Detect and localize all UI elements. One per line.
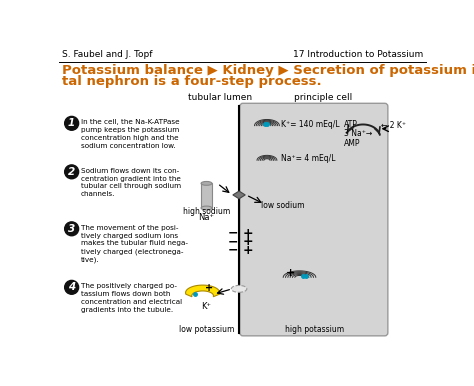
Text: high potassium: high potassium: [285, 325, 345, 334]
Circle shape: [64, 117, 79, 130]
Text: low sodium: low sodium: [261, 201, 304, 210]
Text: principle cell: principle cell: [293, 93, 352, 102]
Text: Sodium flows down its con-
centration gradient into the
tubular cell through sod: Sodium flows down its con- centration gr…: [81, 168, 181, 197]
Text: The movement of the posi-
tively charged sodium ions
makes the tubular fluid neg: The movement of the posi- tively charged…: [81, 225, 188, 263]
Text: +: +: [243, 244, 254, 257]
Text: Potassium balance ▶ Kidney ▶ Secretion of potassium in the dis-: Potassium balance ▶ Kidney ▶ Secretion o…: [63, 64, 474, 77]
Circle shape: [64, 165, 79, 179]
Text: K⁺= 140 mEq/L: K⁺= 140 mEq/L: [281, 120, 339, 129]
Circle shape: [64, 280, 79, 294]
Polygon shape: [233, 191, 245, 199]
Text: AMP: AMP: [344, 139, 360, 148]
Text: 4: 4: [68, 282, 75, 292]
Text: +: +: [243, 235, 254, 249]
Text: 2: 2: [68, 167, 75, 177]
Bar: [201, 183, 212, 208]
Text: 17 Introduction to Potassium: 17 Introduction to Potassium: [293, 50, 423, 59]
Text: +: +: [285, 268, 295, 278]
Text: Na⁺= 4 mEq/L: Na⁺= 4 mEq/L: [281, 154, 336, 163]
FancyBboxPatch shape: [240, 103, 388, 336]
Text: 3 Na⁺→: 3 Na⁺→: [344, 129, 372, 138]
Text: tubular lumen: tubular lumen: [188, 93, 252, 102]
Text: low potassium: low potassium: [179, 325, 234, 334]
Text: −: −: [228, 235, 238, 249]
Text: ATP: ATP: [344, 120, 357, 129]
Text: The positively charged po-
tassium flows down both
concentration and electrical
: The positively charged po- tassium flows…: [81, 283, 182, 313]
Polygon shape: [186, 285, 219, 297]
Text: high sodium: high sodium: [183, 207, 230, 217]
Text: 3: 3: [68, 224, 75, 234]
Text: S. Faubel and J. Topf: S. Faubel and J. Topf: [63, 50, 153, 59]
Ellipse shape: [201, 181, 212, 185]
Ellipse shape: [201, 206, 212, 210]
Text: −: −: [228, 244, 238, 257]
Text: Na⁺: Na⁺: [199, 213, 215, 222]
Text: tal nephron is a four-step process.: tal nephron is a four-step process.: [63, 75, 322, 88]
Text: 1: 1: [68, 119, 75, 128]
Text: In the cell, the Na-K-ATPase
pump keeps the potassium
concentration high and the: In the cell, the Na-K-ATPase pump keeps …: [81, 120, 180, 149]
Text: +: +: [243, 227, 254, 240]
Text: −: −: [228, 227, 238, 240]
Text: +: +: [205, 283, 213, 293]
Text: K⁺: K⁺: [201, 302, 211, 311]
Text: ← 2 K⁺: ← 2 K⁺: [381, 121, 406, 130]
Ellipse shape: [231, 285, 247, 292]
Circle shape: [64, 222, 79, 236]
